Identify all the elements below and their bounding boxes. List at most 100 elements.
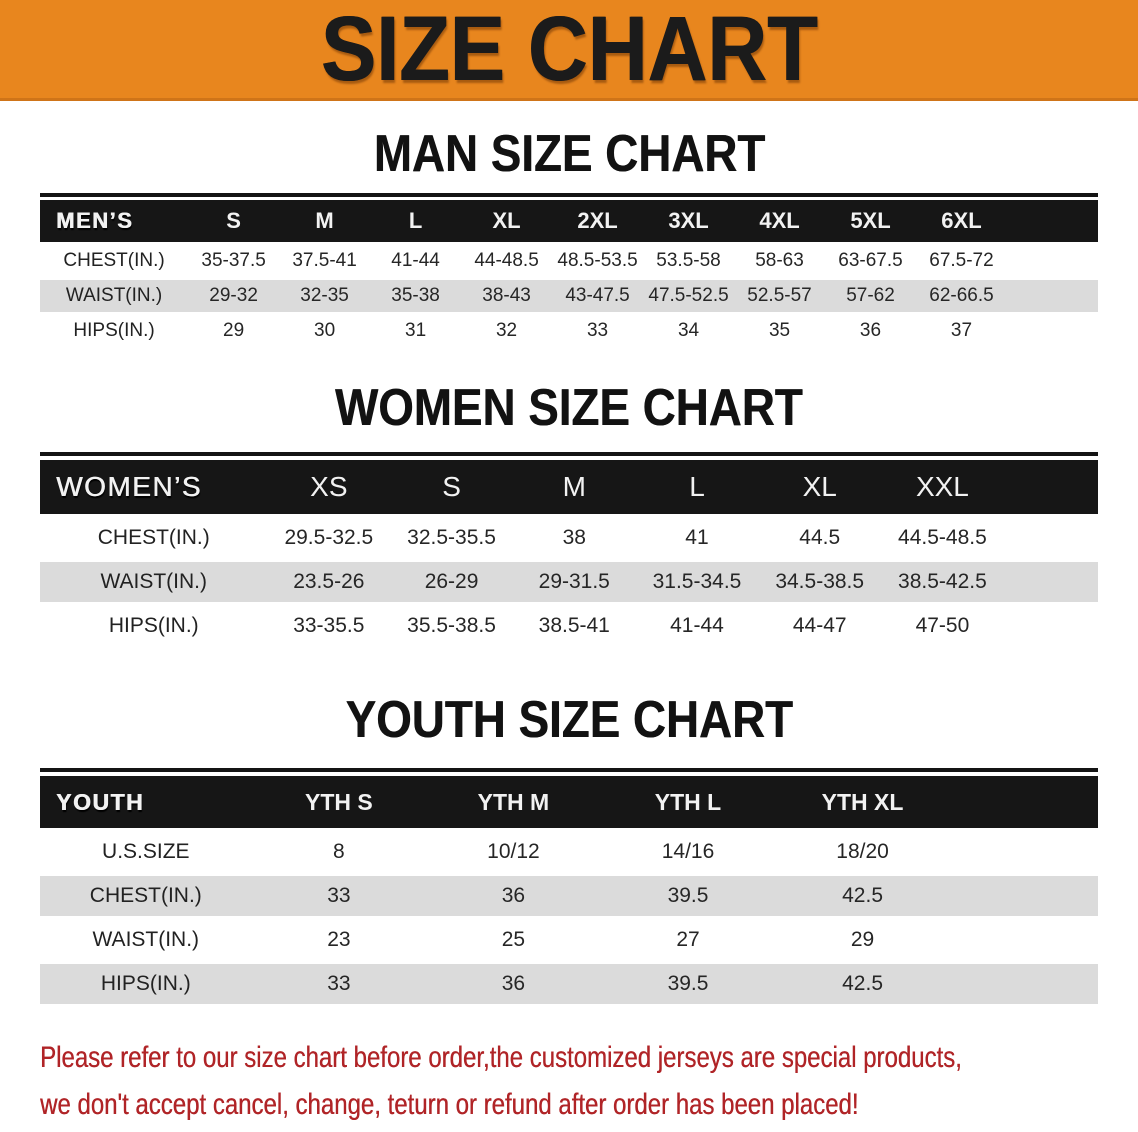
notice-line-2: we don't accept cancel, change, teturn o… bbox=[40, 1081, 1098, 1128]
row-spacer-cell bbox=[1004, 606, 1098, 646]
youth-column-header-1: YTH M bbox=[426, 776, 601, 828]
men-value-cell: 48.5-53.5 bbox=[557, 250, 638, 271]
youth-row-label-0: U.S.SIZE bbox=[102, 840, 190, 863]
men-value-cell: 38-43 bbox=[461, 280, 553, 312]
women-column-header-3: L bbox=[635, 460, 759, 514]
notice-line-1-text: Please refer to our size chart before or… bbox=[40, 1041, 962, 1074]
youth-value-cell: 27 bbox=[676, 928, 700, 951]
men-value-cell: 67.5-72 bbox=[929, 250, 994, 271]
men-value-cell: 35-37.5 bbox=[201, 250, 266, 271]
youth-column-header-3: YTH XL bbox=[775, 776, 950, 828]
men-size-table: MEN’S S M L XL 2XL 3XL 4XL 5XL 6XL CHEST(IN.) 35-37… bbox=[40, 193, 1098, 350]
row-spacer-cell bbox=[949, 876, 1098, 916]
men-section-heading: MAN SIZE CHART bbox=[373, 125, 765, 183]
women-value-cell: 41-44 bbox=[670, 614, 724, 637]
youth-value-cell: 42.5 bbox=[775, 876, 950, 916]
men-value-cell: 33 bbox=[586, 320, 609, 341]
notice-line-1: Please refer to our size chart before or… bbox=[40, 1034, 1098, 1081]
youth-value-cell: 33 bbox=[251, 964, 427, 1004]
men-column-header-4: 2XL bbox=[552, 200, 644, 242]
men-value-cell: 30 bbox=[314, 320, 336, 341]
men-value-cell: 58-63 bbox=[755, 250, 804, 271]
men-row-label-0: CHEST(IN.) bbox=[63, 250, 165, 271]
men-column-header-1: M bbox=[279, 200, 371, 242]
men-value-cell: 29-32 bbox=[188, 280, 280, 312]
row-spacer-cell bbox=[1007, 245, 1098, 277]
women-value-cell: 38.5-42.5 bbox=[881, 562, 1004, 602]
header-spacer-cell bbox=[1006, 200, 1098, 242]
men-value-cell: 57-62 bbox=[825, 280, 916, 312]
women-row-label-1: WAIST(IN.) bbox=[40, 562, 268, 602]
women-value-cell: 31.5-34.5 bbox=[635, 562, 759, 602]
women-column-header-5: XXL bbox=[881, 460, 1004, 514]
women-column-header-1: S bbox=[390, 460, 513, 514]
youth-value-cell: 23 bbox=[327, 928, 351, 951]
men-value-cell: 35 bbox=[768, 320, 791, 341]
women-value-cell: 26-29 bbox=[390, 562, 513, 602]
men-value-cell: 47.5-52.5 bbox=[643, 280, 735, 312]
men-column-header-2: L bbox=[370, 200, 462, 242]
men-row-label-1: WAIST(IN.) bbox=[40, 280, 189, 312]
men-row-label-2: HIPS(IN.) bbox=[73, 320, 155, 341]
women-value-cell: 44.5-48.5 bbox=[898, 526, 987, 549]
women-size-table: WOMEN’S XS S M L XL XXL CHEST(IN.) 29.5-32.5 32.5… bbox=[40, 452, 1098, 650]
women-value-cell: 41 bbox=[685, 526, 709, 549]
women-value-cell: 29.5-32.5 bbox=[284, 526, 374, 549]
youth-value-cell: 33 bbox=[251, 876, 427, 916]
men-value-cell: 37.5-41 bbox=[292, 250, 357, 271]
men-column-header-8: 6XL bbox=[915, 200, 1007, 242]
women-value-cell: 23.5-26 bbox=[267, 562, 391, 602]
women-value-cell: 38 bbox=[562, 526, 586, 549]
youth-value-cell: 18/20 bbox=[836, 840, 889, 863]
women-value-cell: 35.5-38.5 bbox=[407, 614, 496, 637]
header-spacer-cell bbox=[1003, 460, 1098, 514]
row-spacer-cell bbox=[950, 920, 1098, 960]
men-column-header-7: 5XL bbox=[825, 200, 916, 242]
women-value-cell: 44-47 bbox=[792, 614, 847, 637]
women-value-cell: 34.5-38.5 bbox=[758, 562, 882, 602]
men-column-header-0: S bbox=[188, 200, 280, 242]
youth-value-cell: 25 bbox=[501, 928, 526, 951]
youth-table-title: YOUTH bbox=[40, 776, 252, 828]
women-row-label-0: CHEST(IN.) bbox=[97, 526, 210, 549]
youth-column-header-0: YTH S bbox=[251, 776, 427, 828]
row-spacer-cell bbox=[1004, 518, 1098, 558]
men-value-cell: 41-44 bbox=[391, 250, 440, 271]
women-column-header-0: XS bbox=[267, 460, 391, 514]
women-value-cell: 32.5-35.5 bbox=[407, 526, 496, 549]
banner-title-wrap: SIZE CHART bbox=[293, 3, 845, 95]
men-value-cell: 32-35 bbox=[279, 280, 371, 312]
women-value-cell: 38.5-41 bbox=[538, 614, 610, 637]
men-column-header-5: 3XL bbox=[643, 200, 735, 242]
men-value-cell: 62-66.5 bbox=[915, 280, 1007, 312]
women-value-cell: 47-50 bbox=[915, 614, 970, 637]
men-value-cell: 32 bbox=[495, 320, 518, 341]
women-value-cell: 44.5 bbox=[799, 526, 841, 549]
men-value-cell: 52.5-57 bbox=[734, 280, 825, 312]
youth-column-header-2: YTH L bbox=[600, 776, 776, 828]
women-table-title: WOMEN’S bbox=[40, 460, 268, 514]
row-spacer-cell bbox=[1007, 315, 1098, 347]
men-value-cell: 37 bbox=[950, 320, 973, 341]
youth-section: YOUTH SIZE CHART YOUTH YTH S YTH M YTH L YTH… bbox=[0, 692, 1138, 1008]
women-heading-wrap: WOMEN SIZE CHART bbox=[0, 380, 1138, 436]
men-value-cell: 31 bbox=[405, 320, 427, 341]
youth-value-cell: 36 bbox=[426, 876, 601, 916]
men-column-header-6: 4XL bbox=[734, 200, 825, 242]
youth-value-cell: 39.5 bbox=[600, 964, 776, 1004]
youth-row-label-1: CHEST(IN.) bbox=[40, 876, 252, 916]
men-value-cell: 36 bbox=[859, 320, 882, 341]
women-section: WOMEN SIZE CHART WOMEN’S XS S M L XL XXL CHEST(… bbox=[0, 380, 1138, 650]
youth-value-cell: 29 bbox=[850, 928, 875, 951]
row-spacer-cell bbox=[1003, 562, 1098, 602]
men-value-cell: 63-67.5 bbox=[838, 250, 903, 271]
youth-row-label-3: HIPS(IN.) bbox=[40, 964, 252, 1004]
men-table-wrap: MEN’S S M L XL 2XL 3XL 4XL 5XL 6XL CHEST(IN.) 35-37… bbox=[40, 193, 1098, 350]
youth-value-cell: 14/16 bbox=[661, 840, 715, 863]
women-value-cell: 33-35.5 bbox=[293, 614, 365, 637]
men-value-cell: 34 bbox=[677, 320, 700, 341]
youth-value-cell: 39.5 bbox=[600, 876, 776, 916]
men-value-cell: 44-48.5 bbox=[474, 250, 539, 271]
row-spacer-cell bbox=[950, 832, 1098, 872]
